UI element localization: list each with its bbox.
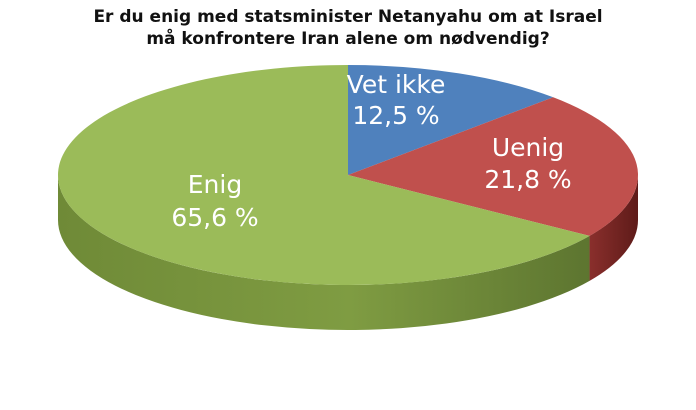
chart-title-line-2: må konfrontere Iran alene om nødvendig?: [146, 29, 550, 49]
chart-title-line-1: Er du enig med statsminister Netanyahu o…: [93, 7, 603, 27]
slice-value-enig: 65,6 %: [171, 203, 258, 232]
pie-slice-vet-ikke: [348, 65, 554, 175]
pie-side-enig: [58, 175, 590, 331]
pie-slice-uenig: [348, 97, 639, 236]
chart-title: Er du enig med statsminister Netanyahu o…: [0, 6, 696, 50]
slice-label-enig: Enig: [188, 170, 242, 199]
slice-label-vet-ikke: Vet ikke: [347, 70, 446, 99]
slice-value-uenig: 21,8 %: [484, 165, 571, 194]
slice-label-uenig: Uenig: [492, 133, 564, 162]
slice-value-vet-ikke: 12,5 %: [352, 101, 439, 130]
pie-side-uenig: [589, 175, 638, 281]
pie-slice-enig: [58, 65, 590, 285]
